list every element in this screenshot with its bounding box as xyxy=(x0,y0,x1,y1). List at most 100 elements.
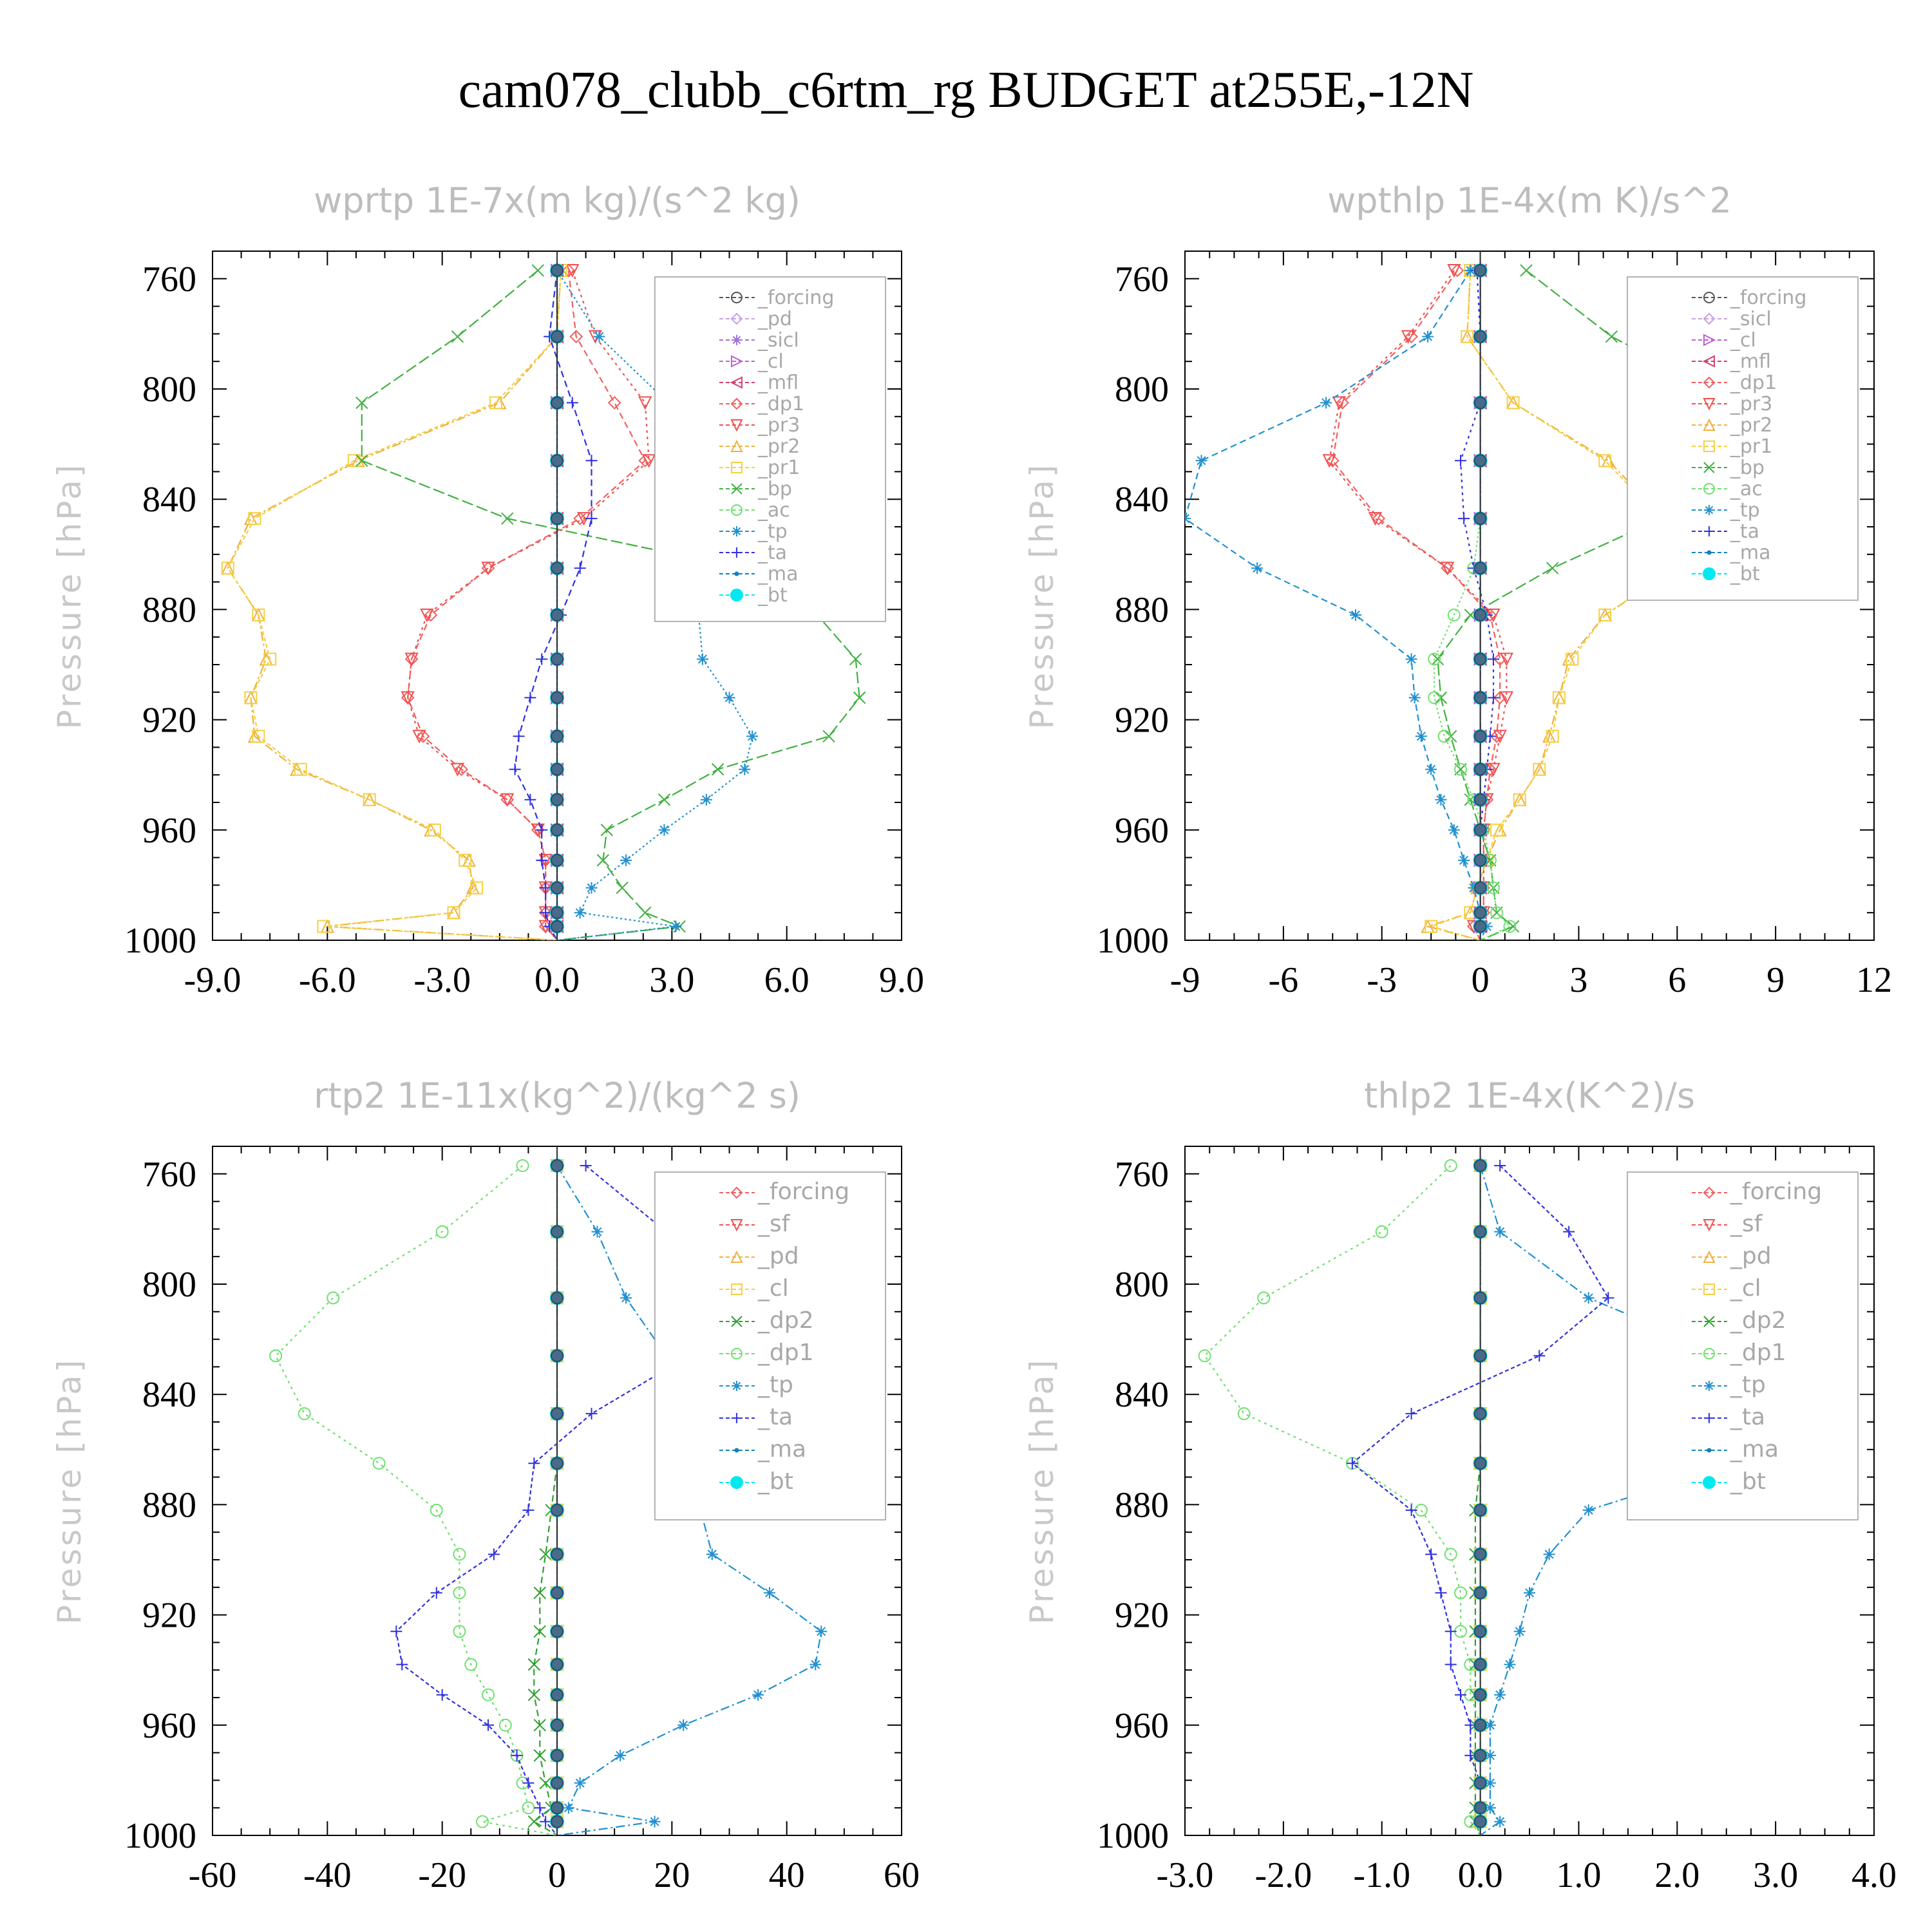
series-tp-point xyxy=(670,920,682,933)
legend-label: _ta xyxy=(757,542,787,564)
series-ta-point xyxy=(528,1457,540,1470)
y-tick-label: 1000 xyxy=(1097,1816,1169,1856)
legend-swatch-marker xyxy=(734,571,739,576)
stacked-zero-marker xyxy=(551,793,564,806)
legend-swatch-marker xyxy=(731,1381,742,1391)
x-tick-label: 6.0 xyxy=(764,960,810,1000)
series-tp-point xyxy=(658,824,670,836)
series-bp-point xyxy=(1431,652,1444,666)
legend: _forcing_pd_sicl_cl_mfl_dp1_pr3_pr2_pr1_… xyxy=(654,276,886,622)
legend-item-pr1: _pr1 xyxy=(1691,435,1772,458)
series-pr1-point xyxy=(1552,691,1566,705)
series-pr1-point xyxy=(252,730,265,743)
series-ta-point xyxy=(436,1689,448,1701)
stacked-zero-marker xyxy=(1473,1159,1487,1172)
stacked-zero-marker xyxy=(1473,730,1487,743)
series-tp-point xyxy=(574,1777,586,1789)
legend-label: _ta xyxy=(757,1404,793,1430)
legend-label: _ac xyxy=(1730,478,1763,500)
series-dp1-point xyxy=(454,762,468,777)
x-tick-label: -3 xyxy=(1367,960,1397,1000)
legend-label: _pr2 xyxy=(757,435,800,458)
y-tick-label: 920 xyxy=(1115,701,1169,741)
series-tp-line xyxy=(1185,270,1488,940)
series-pr1-line xyxy=(227,270,562,940)
legend-label: _tp xyxy=(1730,499,1760,522)
series-tp-point xyxy=(746,730,759,743)
x-tick-label: -3.0 xyxy=(413,960,471,1000)
legend-box xyxy=(654,1171,886,1520)
y-tick-label: 840 xyxy=(142,1375,196,1415)
series-ta-point xyxy=(509,763,521,775)
series-dp1-point xyxy=(430,1503,443,1517)
series-pr1-point xyxy=(363,793,376,806)
series-tp-point xyxy=(1464,264,1477,276)
series-tp-point xyxy=(1435,793,1447,806)
y-tick-label: 840 xyxy=(1115,480,1169,520)
y-tick-label: 1000 xyxy=(124,1816,196,1856)
legend-label: _cl xyxy=(1730,1275,1761,1302)
legend-box xyxy=(1627,1171,1859,1520)
series-pr3-point xyxy=(1368,512,1383,526)
series-tp-point xyxy=(1422,330,1434,343)
series-tp-point xyxy=(1524,1587,1535,1599)
series-ta xyxy=(390,1159,718,1835)
y-axis-label: Pressure [hPa] xyxy=(51,462,88,730)
stacked-zero-marker xyxy=(551,1457,564,1470)
stacked-zero-marker xyxy=(551,1291,564,1305)
plot-area xyxy=(1185,251,1795,940)
series-ta xyxy=(509,264,598,940)
series-pr1-point xyxy=(294,762,307,776)
legend-swatch-marker xyxy=(734,1448,739,1453)
y-tick-label: 960 xyxy=(1115,1706,1169,1746)
series-dp1-line xyxy=(1204,1165,1481,1835)
x-tick-label: -60 xyxy=(189,1855,237,1895)
series-ta-point xyxy=(482,1719,494,1731)
series-bp-point xyxy=(531,264,544,277)
x-tick-label: -2.0 xyxy=(1255,1855,1312,1895)
series-ta-point xyxy=(540,907,552,919)
stacked-zero-marker xyxy=(1473,853,1487,867)
legend-item-ma: _ma xyxy=(1691,542,1771,564)
legend-item-dp1: _dp1 xyxy=(1691,1340,1786,1366)
stacked-zero-marker xyxy=(1473,906,1487,920)
legend-swatch-marker xyxy=(1703,292,1715,303)
series-dp1-point xyxy=(1405,330,1418,344)
legend-label: _forcing xyxy=(1730,1179,1822,1205)
series-tp-point xyxy=(1513,1625,1526,1638)
figure-title: cam078_clubb_c6rtm_rg BUDGET at255E,-12N xyxy=(458,62,1474,118)
series-tp-point xyxy=(1349,609,1361,621)
legend-item-forcing: _forcing xyxy=(1691,287,1806,309)
series-tp-point xyxy=(700,793,712,806)
series-dp2-point xyxy=(527,1658,541,1671)
series-pr1-point xyxy=(459,853,472,867)
y-tick-label: 920 xyxy=(1115,1596,1169,1636)
stacked-zero-marker xyxy=(1473,396,1487,410)
series-dp2-line xyxy=(1474,1166,1481,1835)
series-tp-point xyxy=(1484,1749,1496,1761)
series-bp-point xyxy=(451,330,464,343)
legend-item-ta: _ta xyxy=(1691,520,1759,543)
x-tick-label: 12 xyxy=(1856,960,1892,1000)
series-bp-point xyxy=(1605,330,1618,343)
legend-label: _mfl xyxy=(1730,350,1771,373)
series-tp-point xyxy=(1504,1658,1516,1671)
x-tick-label: -9 xyxy=(1170,960,1200,1000)
series-dp2-point xyxy=(527,1815,541,1828)
legend-swatch-marker xyxy=(730,1348,743,1359)
legend-label: _dp1 xyxy=(757,393,804,415)
legend-item-cl: _cl xyxy=(1691,329,1756,352)
series-pr3-line xyxy=(407,270,650,940)
x-tick-label: -1.0 xyxy=(1353,1855,1410,1895)
legend-item-dp1: _dp1 xyxy=(1691,372,1777,394)
series-pr1-point xyxy=(221,562,234,575)
legend-label: _pd xyxy=(1730,1243,1772,1269)
series-ta-point xyxy=(396,1658,408,1671)
series-ac-point xyxy=(1428,652,1441,666)
y-tick-label: 880 xyxy=(1115,1485,1169,1525)
series-pr3-point xyxy=(500,793,515,807)
series-pr3-point xyxy=(638,396,652,410)
series-dp1-point xyxy=(1198,1349,1211,1363)
series-dp2-point xyxy=(533,1749,546,1762)
x-tick-label: 20 xyxy=(654,1855,690,1895)
